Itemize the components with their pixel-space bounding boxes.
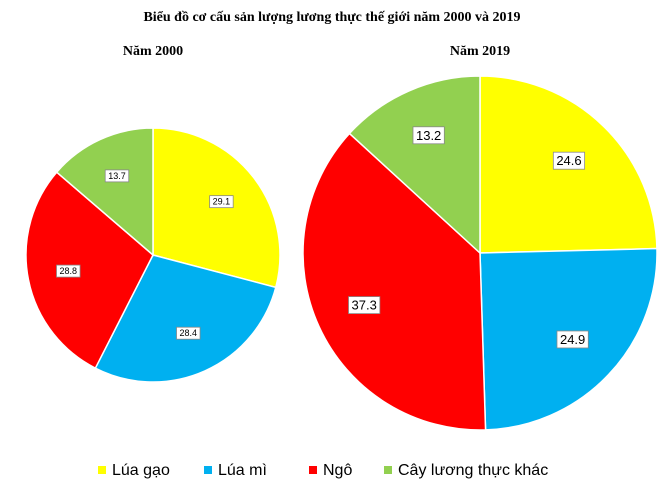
data-label-box: [104, 169, 130, 183]
pie-title: Năm 2019: [450, 44, 510, 59]
data-label-group: 24.6: [552, 151, 586, 170]
data-label: 13.2: [416, 128, 441, 143]
data-label-group: 29.1: [209, 195, 234, 209]
data-label: 28.4: [180, 328, 198, 338]
pie-slice: [55, 127, 154, 257]
data-label: 24.9: [560, 332, 585, 347]
pie-slice: [348, 75, 481, 255]
data-label: 28.8: [60, 266, 78, 276]
legend-marker: [204, 466, 212, 474]
data-label: 37.3: [352, 298, 377, 313]
data-label-box: [552, 151, 586, 170]
pie-title: Năm 2000: [123, 44, 183, 59]
legend-label: Ngô: [323, 462, 352, 479]
data-label-box: [348, 296, 381, 315]
data-label-group: 28.8: [56, 264, 81, 278]
data-label-box: [556, 330, 589, 349]
data-label-box: [412, 126, 445, 145]
data-label-group: 13.7: [104, 169, 130, 183]
chart-title: Biểu đồ cơ cấu sản lượng lương thực thế …: [143, 10, 520, 25]
legend-label: Cây lương thực khác: [398, 462, 548, 479]
data-label: 29.1: [213, 197, 231, 207]
legend-marker: [98, 466, 106, 474]
data-label-group: 28.4: [176, 326, 201, 340]
pie-slice: [94, 254, 277, 383]
data-label: 24.6: [556, 153, 581, 168]
data-label-group: 13.2: [412, 126, 445, 145]
data-label-box: [176, 326, 201, 340]
data-label: 13.7: [108, 171, 126, 181]
legend-label: Lúa gạo: [112, 462, 170, 479]
data-label-box: [56, 264, 81, 278]
legend-label: Lúa mì: [218, 462, 267, 479]
legend-marker: [309, 466, 317, 474]
pie-slice: [25, 171, 154, 370]
pie-slice: [302, 132, 487, 431]
legend-marker: [384, 466, 392, 474]
data-label-group: 37.3: [348, 296, 381, 315]
data-label-box: [209, 195, 234, 209]
data-label-group: 24.9: [556, 330, 589, 349]
